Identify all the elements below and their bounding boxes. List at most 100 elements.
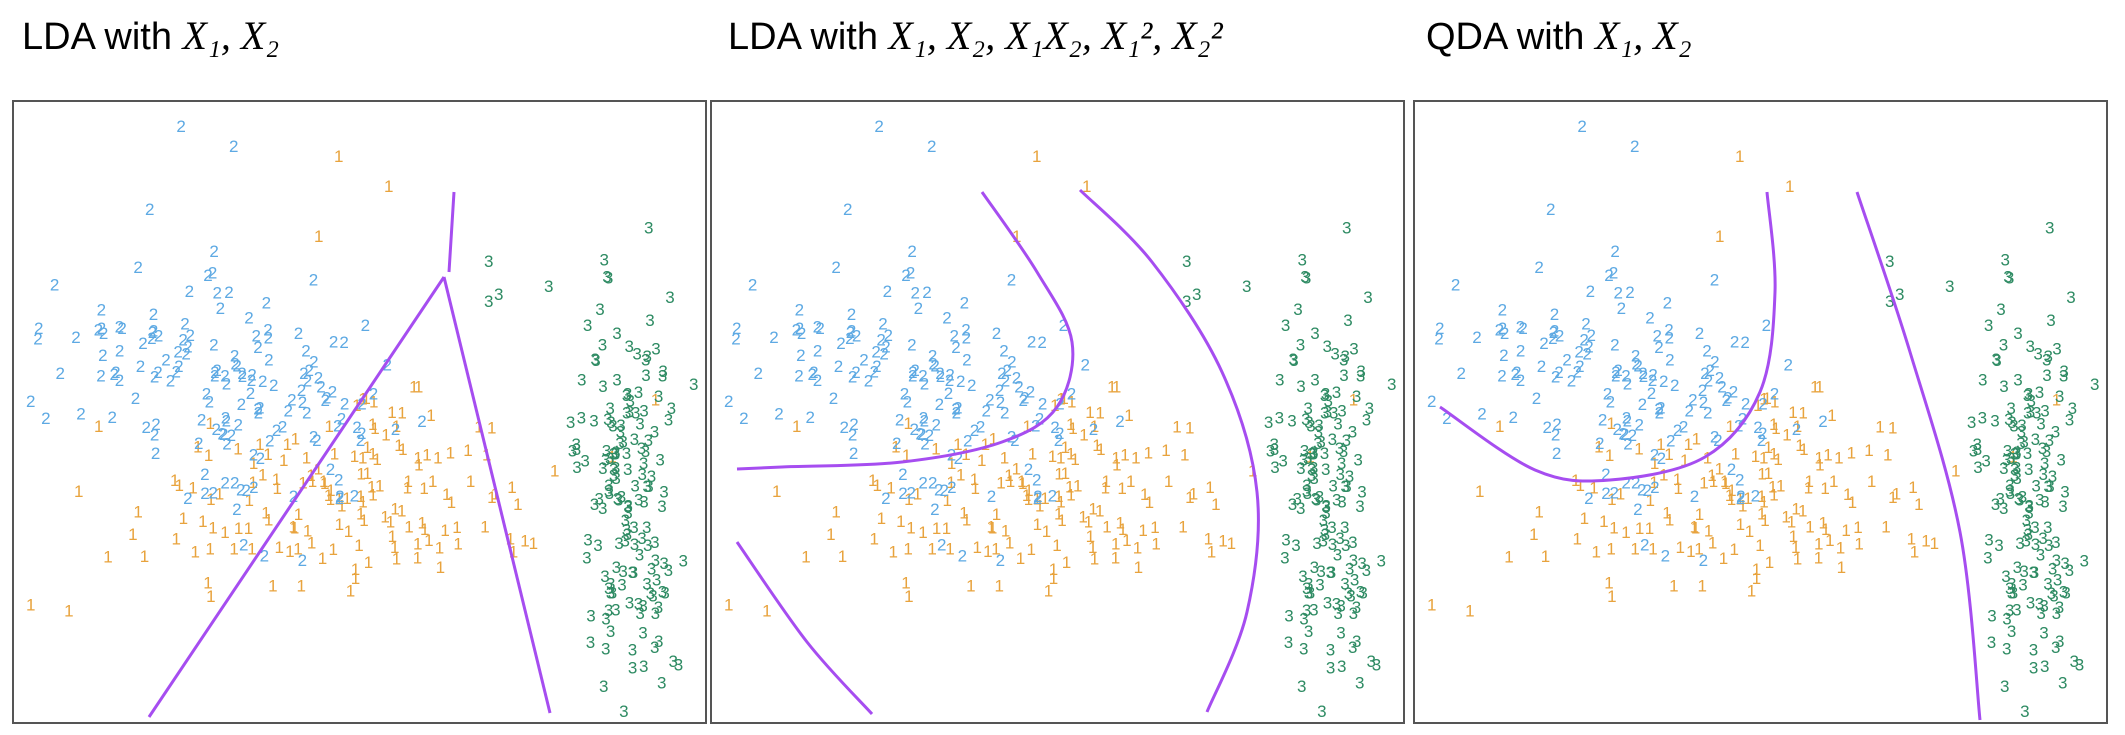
point-class-1: 1 <box>1607 490 1616 509</box>
point-class-3: 3 <box>1365 399 1374 418</box>
point-class-2: 2 <box>197 410 206 429</box>
point-class-1: 1 <box>1743 489 1752 508</box>
point-class-3: 3 <box>629 563 638 582</box>
point-class-2: 2 <box>834 357 843 376</box>
point-class-2: 2 <box>1611 363 1620 382</box>
point-class-1: 1 <box>1088 500 1097 519</box>
point-class-3: 3 <box>2040 657 2049 676</box>
point-class-2: 2 <box>200 465 209 484</box>
point-class-2: 2 <box>1635 416 1644 435</box>
point-class-2: 2 <box>1555 326 1564 345</box>
point-class-1: 1 <box>290 518 299 537</box>
point-class-3: 3 <box>641 442 650 461</box>
point-class-3: 3 <box>1284 633 1293 652</box>
point-class-1: 1 <box>264 511 273 530</box>
point-class-1: 1 <box>1102 472 1111 491</box>
point-class-2: 2 <box>1516 318 1525 337</box>
point-class-1: 1 <box>480 517 489 536</box>
point-class-3: 3 <box>2036 415 2045 434</box>
point-class-3: 3 <box>613 490 622 509</box>
point-class-3: 3 <box>2045 218 2054 237</box>
point-class-3: 3 <box>1309 469 1318 488</box>
point-class-1: 1 <box>1727 481 1736 500</box>
point-class-1: 1 <box>992 505 1001 524</box>
point-class-3: 3 <box>589 412 598 431</box>
point-class-2: 2 <box>967 376 976 395</box>
point-class-2: 2 <box>996 393 1005 412</box>
point-class-3: 3 <box>1310 558 1319 577</box>
point-class-1: 1 <box>351 569 360 588</box>
point-class-1: 1 <box>913 485 922 504</box>
point-class-2: 2 <box>229 137 238 156</box>
point-class-2: 2 <box>903 392 912 411</box>
point-class-2: 2 <box>301 341 310 360</box>
point-class-3: 3 <box>2002 640 2011 659</box>
point-class-1: 1 <box>1594 438 1603 457</box>
point-class-2: 2 <box>1688 390 1697 409</box>
point-class-3: 3 <box>590 495 599 514</box>
point-class-3: 3 <box>2070 652 2079 671</box>
point-class-3: 3 <box>643 536 652 555</box>
point-class-1: 1 <box>289 518 298 537</box>
point-class-1: 1 <box>1621 523 1630 542</box>
point-class-1: 1 <box>1752 569 1761 588</box>
point-class-2: 2 <box>1574 343 1583 362</box>
point-class-2: 2 <box>254 404 263 423</box>
point-class-1: 1 <box>367 477 376 496</box>
point-class-1: 1 <box>1050 396 1059 415</box>
point-class-3: 3 <box>1307 460 1316 479</box>
point-class-1: 1 <box>413 535 422 554</box>
point-class-2: 2 <box>110 365 119 384</box>
point-class-3: 3 <box>1319 532 1328 551</box>
point-class-1: 1 <box>1715 227 1724 246</box>
point-class-3: 3 <box>2024 525 2033 544</box>
point-class-1: 1 <box>1875 418 1884 437</box>
point-class-3: 3 <box>2019 562 2028 581</box>
point-class-1: 1 <box>1914 495 1923 514</box>
point-class-1: 1 <box>1757 465 1766 484</box>
point-class-1: 1 <box>1054 487 1063 506</box>
point-class-2: 2 <box>1736 489 1745 508</box>
point-class-2: 2 <box>115 341 124 360</box>
point-class-3: 3 <box>634 595 643 614</box>
point-class-2: 2 <box>1516 371 1525 390</box>
point-class-1: 1 <box>1475 482 1484 501</box>
point-class-3: 3 <box>1297 677 1306 696</box>
point-class-3: 3 <box>1969 442 1978 461</box>
point-class-3: 3 <box>2005 579 2014 598</box>
point-class-1: 1 <box>1024 490 1033 509</box>
point-class-1: 1 <box>1888 488 1897 507</box>
point-class-3: 3 <box>650 533 659 552</box>
point-class-2: 2 <box>230 355 239 374</box>
point-class-2: 2 <box>951 400 960 419</box>
point-class-1: 1 <box>1760 511 1769 530</box>
point-class-3: 3 <box>568 442 577 461</box>
point-class-2: 2 <box>1699 551 1708 570</box>
point-class-1: 1 <box>943 491 952 510</box>
point-class-2: 2 <box>111 363 120 382</box>
point-class-2: 2 <box>1457 364 1466 383</box>
point-class-2: 2 <box>154 326 163 345</box>
point-class-3: 3 <box>1342 477 1351 496</box>
point-class-1: 1 <box>903 539 912 558</box>
point-class-2: 2 <box>33 330 42 349</box>
point-class-2: 2 <box>1770 385 1779 404</box>
point-class-3: 3 <box>1335 529 1344 548</box>
panel-title-3-text: QDA with <box>1426 16 1595 58</box>
point-class-1: 1 <box>356 504 365 523</box>
point-class-2: 2 <box>1500 324 1509 343</box>
point-class-1: 1 <box>1910 542 1919 561</box>
point-class-1: 1 <box>245 491 254 510</box>
point-class-3: 3 <box>1321 384 1330 403</box>
point-class-3: 3 <box>1324 391 1333 410</box>
point-class-3: 3 <box>2027 391 2036 410</box>
point-class-2: 2 <box>1477 404 1486 423</box>
point-class-3: 3 <box>614 491 623 510</box>
point-class-1: 1 <box>1762 389 1771 408</box>
point-class-3: 3 <box>601 610 610 629</box>
point-class-1: 1 <box>1604 573 1613 592</box>
point-class-3: 3 <box>604 268 613 287</box>
point-class-1: 1 <box>1764 438 1773 457</box>
point-class-1: 1 <box>392 417 401 436</box>
point-class-1: 1 <box>409 378 418 397</box>
